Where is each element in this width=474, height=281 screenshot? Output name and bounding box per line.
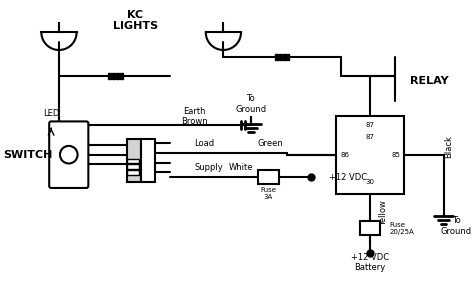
- Circle shape: [60, 146, 78, 164]
- Text: To
Ground: To Ground: [235, 94, 266, 114]
- Bar: [141, 139, 155, 182]
- Text: To
Ground: To Ground: [441, 216, 472, 236]
- Text: Supply: Supply: [194, 163, 223, 172]
- Text: SWITCH: SWITCH: [3, 150, 52, 160]
- FancyBboxPatch shape: [49, 121, 88, 188]
- Text: +12 VDC: +12 VDC: [329, 173, 367, 182]
- Bar: [336, 115, 404, 194]
- Bar: [116, 73, 119, 79]
- Bar: [286, 54, 290, 60]
- Bar: [360, 221, 380, 235]
- Text: LED: LED: [43, 109, 59, 118]
- Text: Fuse
3A: Fuse 3A: [260, 187, 276, 200]
- Bar: [279, 54, 282, 60]
- Text: RELAY: RELAY: [410, 76, 448, 86]
- Text: Green: Green: [257, 139, 283, 148]
- Bar: [128, 139, 141, 182]
- Bar: [128, 158, 139, 164]
- Bar: [258, 170, 279, 184]
- Bar: [283, 54, 285, 60]
- Text: 30: 30: [365, 179, 374, 185]
- Text: 85: 85: [391, 152, 400, 158]
- Bar: [109, 73, 111, 79]
- Text: 87: 87: [365, 134, 374, 140]
- Text: Yellow: Yellow: [379, 200, 388, 226]
- Text: Black: Black: [444, 135, 453, 158]
- Text: 86: 86: [340, 152, 349, 158]
- Text: KC
LIGHTS: KC LIGHTS: [113, 10, 158, 31]
- Bar: [128, 164, 139, 169]
- Text: +12 VDC
Battery: +12 VDC Battery: [351, 253, 389, 272]
- Bar: [120, 73, 123, 79]
- Bar: [275, 54, 278, 60]
- Text: 87: 87: [365, 122, 374, 128]
- Bar: [128, 170, 139, 175]
- Text: Load: Load: [194, 139, 214, 148]
- Text: Fuse
20/25A: Fuse 20/25A: [390, 222, 414, 235]
- Bar: [112, 73, 115, 79]
- Text: White: White: [228, 163, 253, 172]
- Text: Earth
Brown: Earth Brown: [181, 107, 207, 126]
